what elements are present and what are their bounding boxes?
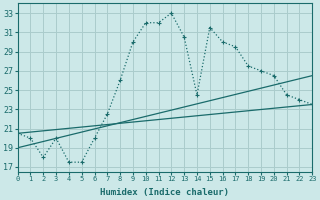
X-axis label: Humidex (Indice chaleur): Humidex (Indice chaleur) <box>100 188 229 197</box>
